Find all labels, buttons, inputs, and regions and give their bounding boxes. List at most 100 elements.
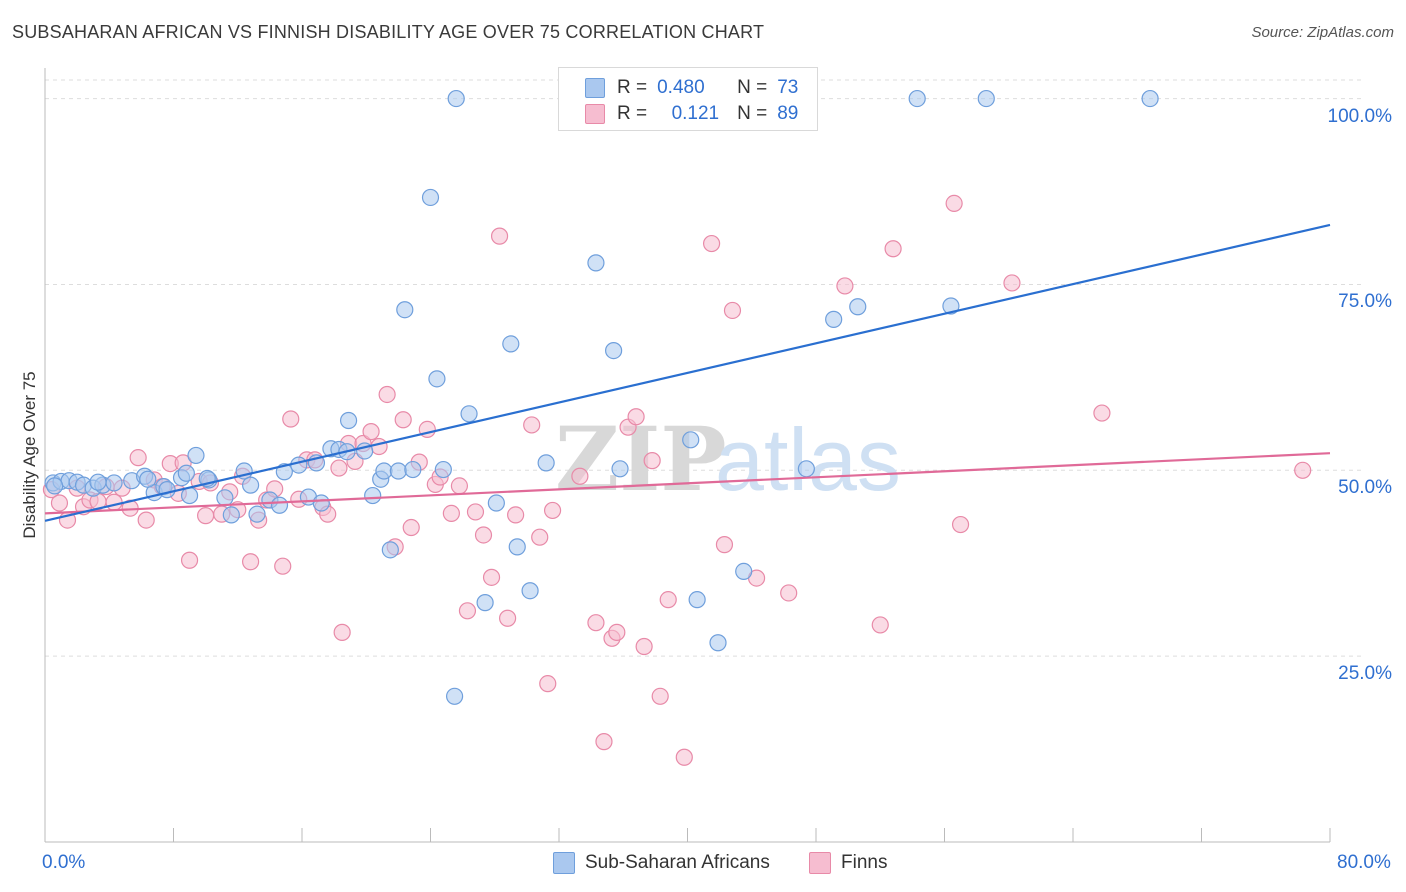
finns-point xyxy=(458,602,477,620)
correlation-legend: R = 0.480 N = 73 R = 0.121 N = 89 xyxy=(558,67,818,131)
y-tick-label: 25.0% xyxy=(1338,663,1392,685)
subsaharan-point xyxy=(177,464,195,482)
subsaharan-point xyxy=(222,506,240,524)
subsaharan-point xyxy=(1141,89,1159,108)
subsaharan-point xyxy=(428,370,446,388)
subsaharan-point xyxy=(396,301,414,319)
finns-point xyxy=(1093,404,1111,422)
trendlines xyxy=(44,223,1331,522)
subsaharan-point xyxy=(434,460,452,479)
finns-point xyxy=(836,277,854,295)
legend-row-finns: R = 0.121 N = 89 xyxy=(585,102,798,126)
watermark-zip: ZIP xyxy=(555,407,727,511)
finns-point xyxy=(543,501,562,520)
finns-point xyxy=(442,504,460,523)
finns-point xyxy=(659,591,677,609)
n-label: N = xyxy=(737,77,768,98)
subsaharan-point xyxy=(187,446,205,465)
watermark-atlas: atlas xyxy=(715,410,901,509)
r-label: R = xyxy=(617,77,648,98)
finns-point xyxy=(105,493,123,511)
finns-point xyxy=(780,584,798,602)
subsaharan-point xyxy=(381,541,399,559)
finns-point xyxy=(197,507,215,525)
finns-point xyxy=(129,449,147,467)
subsaharan-point xyxy=(797,460,815,478)
legend-item-subsaharan[interactable]: Sub-Saharan Africans xyxy=(553,852,770,874)
subsaharan-point xyxy=(421,188,440,207)
watermark: ZIP atlas xyxy=(555,407,901,511)
subsaharan-point xyxy=(611,460,629,478)
finns-point xyxy=(945,194,963,213)
n-value: 89 xyxy=(777,103,799,124)
subsaharan-point xyxy=(375,462,393,480)
finns-point xyxy=(330,459,348,477)
y-axis-label: Disability Age Over 75 xyxy=(20,371,39,539)
subsaharan-point xyxy=(158,481,176,499)
subsaharan-point xyxy=(364,486,382,505)
finns-point xyxy=(587,614,605,632)
finns-point xyxy=(1294,461,1312,479)
subsaharan-point xyxy=(735,562,753,580)
subsaharan-point xyxy=(682,431,700,449)
finns-point xyxy=(643,452,661,470)
subsaharan-point xyxy=(447,89,465,108)
finns-point xyxy=(651,687,669,705)
subsaharan-point xyxy=(404,460,422,479)
finns-point xyxy=(1003,274,1021,292)
finns-point xyxy=(675,748,693,766)
subsaharan-point xyxy=(605,342,623,360)
subsaharan-point xyxy=(502,335,520,353)
finns-point xyxy=(723,301,742,320)
finns-point xyxy=(466,503,485,521)
subsaharan-point xyxy=(942,297,960,315)
subsaharan-point xyxy=(46,477,64,495)
subsaharan-point xyxy=(487,494,505,512)
finns-point xyxy=(362,423,380,441)
subsaharan-point xyxy=(688,591,706,609)
axes xyxy=(44,68,1331,843)
subsaharan-point xyxy=(508,538,526,556)
finns-point xyxy=(482,568,501,586)
subsaharan-point xyxy=(339,411,358,430)
finns-point xyxy=(474,526,493,544)
finns-point xyxy=(635,637,653,656)
finns-point xyxy=(450,477,469,495)
finns-point xyxy=(370,437,388,456)
finns-point xyxy=(531,528,549,546)
subsaharan-point xyxy=(709,634,727,652)
subsaharan-point xyxy=(270,496,289,514)
x-tick-label-min: 0.0% xyxy=(42,852,86,873)
x-tick-label-max: 80.0% xyxy=(1337,852,1391,873)
subsaharan-point xyxy=(242,476,260,494)
subsaharan-point xyxy=(521,582,539,600)
subsaharan-point xyxy=(908,89,926,108)
subsaharan-point xyxy=(105,474,123,492)
subsaharan-point xyxy=(476,594,494,612)
chart-source: Source: ZipAtlas.com xyxy=(1251,24,1394,41)
finns-point xyxy=(627,408,645,426)
legend-item-finns[interactable]: Finns xyxy=(809,852,887,874)
finns-point xyxy=(702,234,721,253)
series-legend: Sub-Saharan Africans Finns xyxy=(0,852,1406,878)
finns-point xyxy=(507,506,525,524)
blue-swatch xyxy=(553,852,575,874)
finns-point xyxy=(137,511,155,529)
legend-label: Finns xyxy=(841,852,888,873)
finns-point xyxy=(595,733,613,751)
subsaharan-point xyxy=(389,462,407,480)
r-value: 0.480 xyxy=(657,77,705,98)
subsaharan-point xyxy=(537,454,555,472)
subsaharan-point xyxy=(139,470,157,488)
r-value: 0.121 xyxy=(671,103,720,124)
finns-point xyxy=(180,551,199,569)
subsaharan-point xyxy=(825,310,843,328)
finns-point xyxy=(274,557,292,575)
n-label: N = xyxy=(737,103,768,124)
finns-point xyxy=(571,467,589,485)
subsaharan-point xyxy=(587,254,605,272)
finns-trendline xyxy=(44,452,1331,515)
finns-point xyxy=(282,410,300,428)
finns-point xyxy=(523,416,541,434)
